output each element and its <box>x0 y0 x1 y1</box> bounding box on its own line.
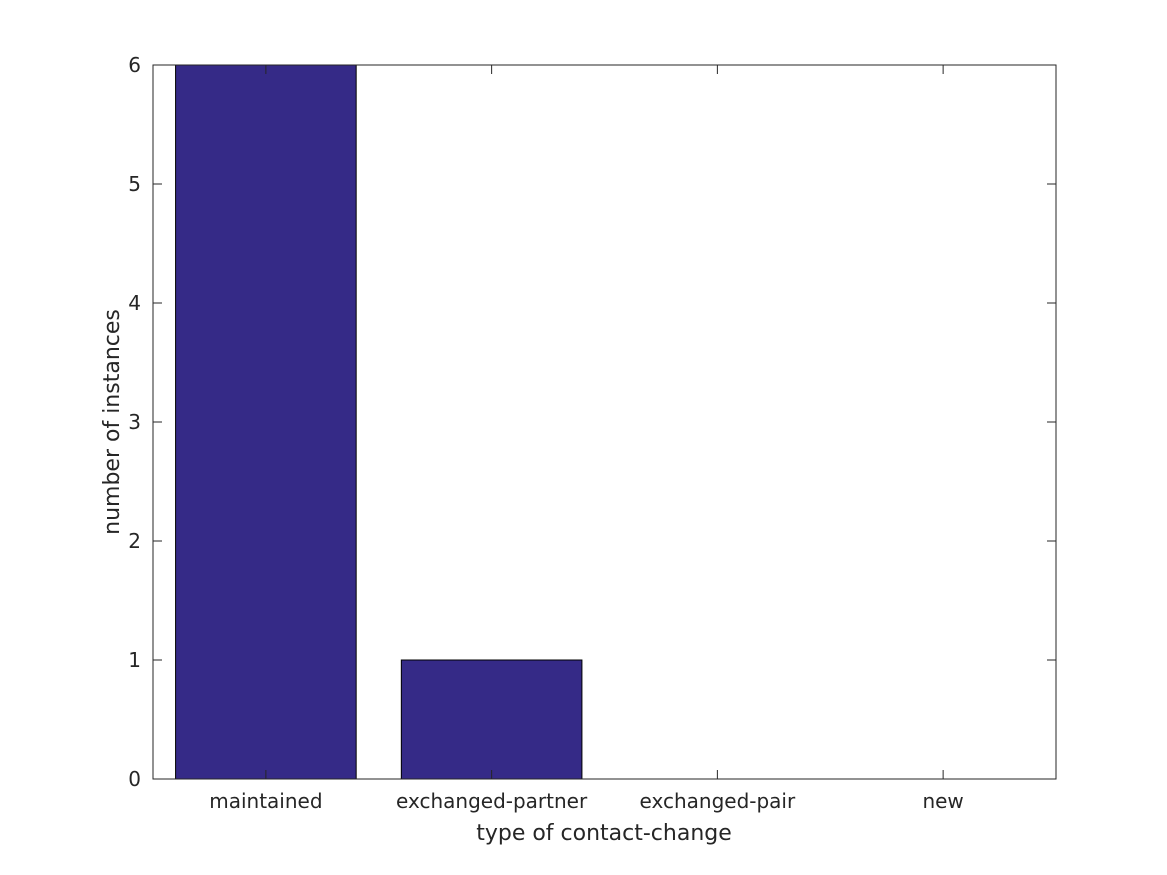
y-tick-label: 5 <box>128 172 141 196</box>
bar-maintained <box>175 64 357 780</box>
y-tick-label: 4 <box>128 291 141 315</box>
y-axis-label: number of instances <box>100 309 125 535</box>
x-tick-labels: maintained exchanged-partner exchanged-pai… <box>209 789 964 813</box>
y-tick-labels: 0 1 2 3 4 5 6 <box>128 53 141 791</box>
y-tick-label: 3 <box>128 410 141 434</box>
bar-exchanged-partner <box>400 659 583 780</box>
y-tick-label: 2 <box>128 529 141 553</box>
x-tick-label: maintained <box>209 789 322 813</box>
bars-group <box>175 64 583 780</box>
x-tick-label: new <box>922 789 963 813</box>
x-tick-label: exchanged-partner <box>396 789 588 813</box>
x-tick-label: exchanged-pair <box>640 789 796 813</box>
x-axis-label: type of contact-change <box>476 821 732 846</box>
y-tick-label: 6 <box>128 53 141 77</box>
axes-box <box>152 64 1057 780</box>
y-tick-label: 0 <box>128 767 141 791</box>
y-tick-label: 1 <box>128 648 141 672</box>
